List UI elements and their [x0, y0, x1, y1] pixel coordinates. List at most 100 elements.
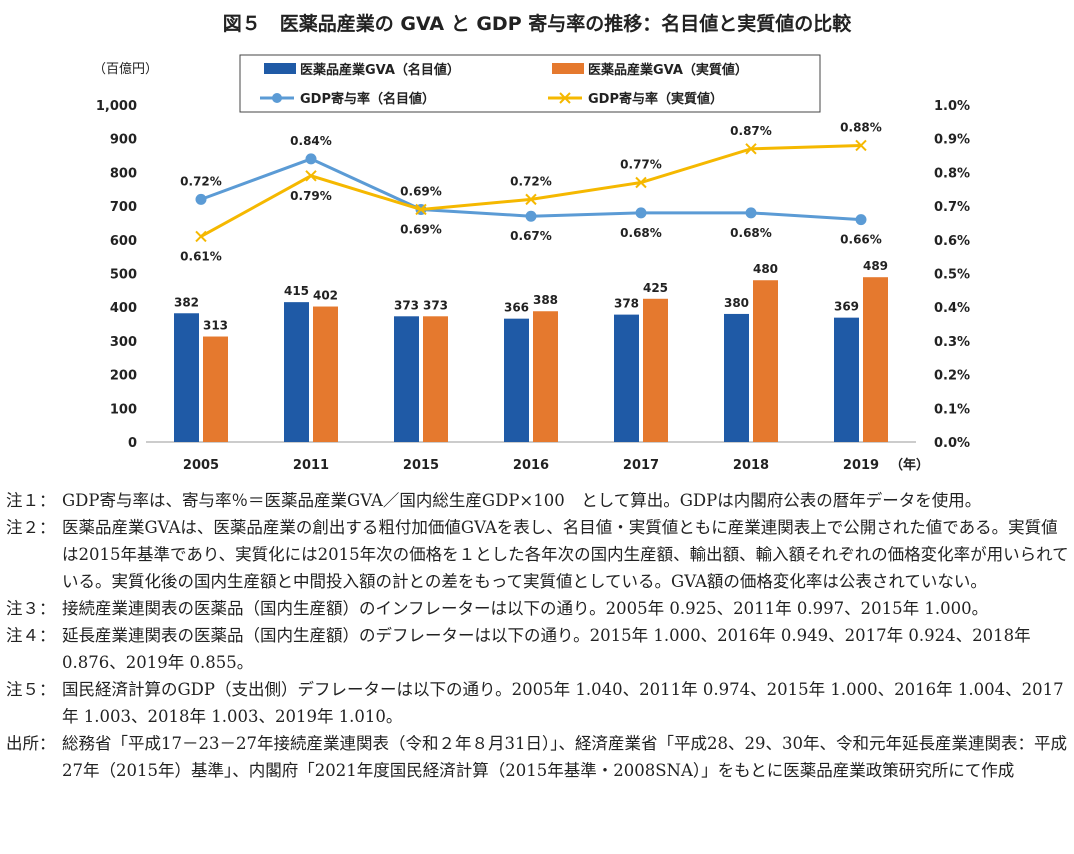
note-3: 注３： 接続産業連関表の医薬品（国内生産額）のインフレーターは以下の通り。2005… — [6, 595, 1070, 622]
line-data-label: 0.67% — [510, 229, 552, 243]
legend-swatch-0 — [264, 63, 296, 74]
left-tick-label: 800 — [110, 166, 137, 181]
x-tick-label: 2019 — [843, 458, 879, 473]
right-tick-label: 0.2% — [934, 369, 970, 384]
left-tick-label: 0 — [128, 436, 137, 451]
bar-data-label: 313 — [203, 319, 228, 333]
note-label: 注２： — [6, 518, 56, 537]
point-real — [855, 139, 867, 152]
left-tick-label: 700 — [110, 200, 137, 215]
line-data-label: 0.77% — [620, 158, 662, 172]
bar-real — [643, 298, 668, 442]
bar-data-label: 369 — [834, 300, 859, 314]
point-nominal — [855, 214, 867, 226]
bar-data-label: 382 — [174, 295, 199, 309]
left-tick-label: 300 — [110, 335, 137, 350]
bar-real — [203, 336, 228, 442]
right-tick-label: 0.6% — [934, 234, 970, 249]
left-tick-label: 400 — [110, 301, 137, 316]
line-data-label: 0.69% — [400, 222, 442, 236]
bar-real — [863, 277, 888, 442]
bar-data-label: 373 — [394, 298, 419, 312]
x-tick-label: 2015 — [403, 458, 439, 473]
note-label: 注１： — [6, 491, 56, 510]
point-real — [745, 143, 757, 155]
line-data-label: 0.69% — [400, 184, 442, 198]
notes: 注１： GDP寄与率は、寄与率％＝医薬品産業GVA／国内総生産GDP×100 とし… — [6, 487, 1070, 784]
right-tick-label: 0.7% — [934, 200, 970, 215]
note-text: GDP寄与率は、寄与率％＝医薬品産業GVA／国内総生産GDP×100 として算出… — [62, 491, 982, 510]
legend-marker-x — [559, 92, 571, 104]
bar-data-label: 366 — [504, 301, 529, 315]
bar-nominal — [174, 313, 199, 442]
point-nominal — [745, 207, 757, 219]
legend-label: GDP寄与率（名目値） — [300, 91, 435, 107]
bar-nominal — [614, 314, 639, 442]
chart: 図５ 医薬品産業の GVA と GDP 寄与率の推移：名目値と実質値の比較 （百… — [93, 12, 970, 473]
left-tick-label: 500 — [110, 268, 137, 283]
note-text: 延長産業連関表の医薬品（国内生産額）のデフレーターは以下の通り。2015年 1.… — [62, 626, 1031, 672]
note-1: 注１： GDP寄与率は、寄与率％＝医薬品産業GVA／国内総生産GDP×100 とし… — [6, 487, 1070, 514]
legend-swatch-1 — [552, 63, 584, 74]
line-data-label: 0.84% — [290, 134, 332, 148]
line-data-label: 0.72% — [510, 174, 552, 188]
line-data-label: 0.61% — [180, 249, 222, 263]
bar-data-label: 388 — [533, 293, 558, 307]
bar-real — [753, 280, 778, 442]
x-tick-label: 2016 — [513, 458, 549, 473]
line-data-label: 0.72% — [180, 174, 222, 188]
line-data-label: 0.88% — [840, 120, 882, 134]
x-tick-label: 2018 — [733, 458, 769, 473]
line-data-label: 0.68% — [730, 226, 772, 240]
right-tick-label: 0.3% — [934, 335, 970, 350]
note-label: 注４： — [6, 626, 56, 645]
right-tick-label: 0.0% — [934, 436, 970, 451]
note-label: 注３： — [6, 599, 56, 618]
chart-title: 図５ 医薬品産業の GVA と GDP 寄与率の推移：名目値と実質値の比較 — [223, 12, 852, 35]
bar-data-label: 415 — [284, 284, 309, 298]
bar-real — [533, 311, 558, 442]
bar-real — [423, 316, 448, 442]
bar-real — [313, 306, 338, 442]
bar-data-label: 425 — [643, 281, 668, 295]
line-data-label: 0.79% — [290, 189, 332, 203]
line-data-label: 0.87% — [730, 124, 772, 138]
legend-label: 医薬品産業GVA（名目値） — [300, 62, 460, 78]
bar-nominal — [284, 302, 309, 442]
right-tick-label: 0.1% — [934, 402, 970, 417]
right-tick-label: 0.5% — [934, 268, 970, 283]
bar-nominal — [504, 318, 529, 442]
bar-nominal — [394, 316, 419, 442]
left-tick-label: 900 — [110, 133, 137, 148]
bar-data-label: 373 — [423, 298, 448, 312]
note-text: 接続産業連関表の医薬品（国内生産額）のインフレーターは以下の通り。2005年 0… — [62, 599, 989, 618]
bar-data-label: 402 — [313, 289, 338, 303]
point-real — [635, 176, 647, 189]
point-nominal — [305, 153, 317, 165]
note-4: 注４： 延長産業連関表の医薬品（国内生産額）のデフレーターは以下の通り。2015年… — [6, 622, 1070, 676]
right-tick-label: 0.8% — [934, 166, 970, 181]
note-text: 総務省「平成17－23－27年接続産業連関表（令和２年８月31日）」、経済産業省… — [62, 734, 1067, 780]
right-tick-label: 0.4% — [934, 301, 970, 316]
line-data-label: 0.68% — [620, 226, 662, 240]
x-tick-label: 2017 — [623, 458, 659, 473]
note-2: 注２： 医薬品産業GVAは、医薬品産業の創出する粗付加価値GVAを表し、名目値・実… — [6, 514, 1070, 595]
note-text: 国民経済計算のGDP（支出側）デフレーターは以下の通り。2005年 1.040、… — [62, 680, 1064, 726]
left-axis-unit: （百億円） — [93, 61, 158, 77]
legend-label: 医薬品産業GVA（実質値） — [588, 62, 748, 78]
point-real — [525, 193, 537, 206]
left-tick-label: 100 — [110, 402, 137, 417]
point-nominal — [525, 210, 537, 222]
point-real — [195, 230, 207, 243]
note-6: 出所： 総務省「平成17－23－27年接続産業連関表（令和２年８月31日）」、経済… — [6, 730, 1070, 784]
note-5: 注５： 国民経済計算のGDP（支出側）デフレーターは以下の通り。2005年 1.0… — [6, 676, 1070, 730]
right-tick-label: 1.0% — [934, 99, 970, 114]
note-text: 医薬品産業GVAは、医薬品産業の創出する粗付加価値GVAを表し、名目値・実質値と… — [62, 518, 1069, 591]
note-label: 注５： — [6, 680, 56, 699]
bar-data-label: 378 — [614, 297, 639, 311]
legend-label: GDP寄与率（実質値） — [588, 91, 723, 107]
left-tick-label: 200 — [110, 369, 137, 384]
bar-data-label: 480 — [753, 262, 778, 276]
bar-nominal — [834, 317, 859, 442]
left-tick-label: 1,000 — [96, 99, 137, 114]
